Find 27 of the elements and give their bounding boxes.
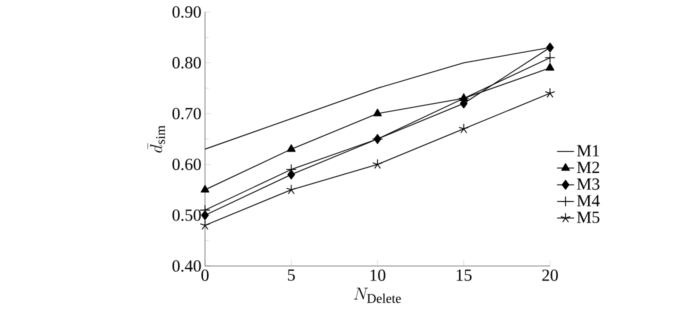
x-axis-title: $N_{\mathrm{Delete}}$ [354,288,401,303]
x-tick-label: 10 [370,270,386,281]
y-tick-label: 0.70 [172,108,201,120]
legend-label: M4 [576,195,600,206]
point [544,52,556,64]
point [286,184,296,194]
x-tick-label: 0 [201,270,209,281]
legend-label: M3 [576,178,600,190]
y-tick-label: 0.40 [172,260,201,272]
legend-label: M1 [576,145,600,156]
y-tick-label: 0.80 [172,57,201,69]
y-axis-title: $\bar{d}_{\mathrm{sim}}$ [148,126,165,153]
x-tick-label: 20 [542,270,558,281]
point [200,184,210,192]
point [458,123,469,134]
point [546,62,554,71]
legend-label: M5 [576,212,600,224]
point [373,108,382,116]
y-tick-label: 0.60 [172,158,201,170]
point [546,42,554,52]
point [372,158,383,169]
point [286,144,296,152]
y-tick-label: 0.90 [172,6,201,18]
x-tick-label: 5 [288,270,295,281]
x-tick-label: 15 [456,270,472,281]
y-tick-label: 0.50 [172,209,201,221]
legend-label: M2 [576,162,600,173]
